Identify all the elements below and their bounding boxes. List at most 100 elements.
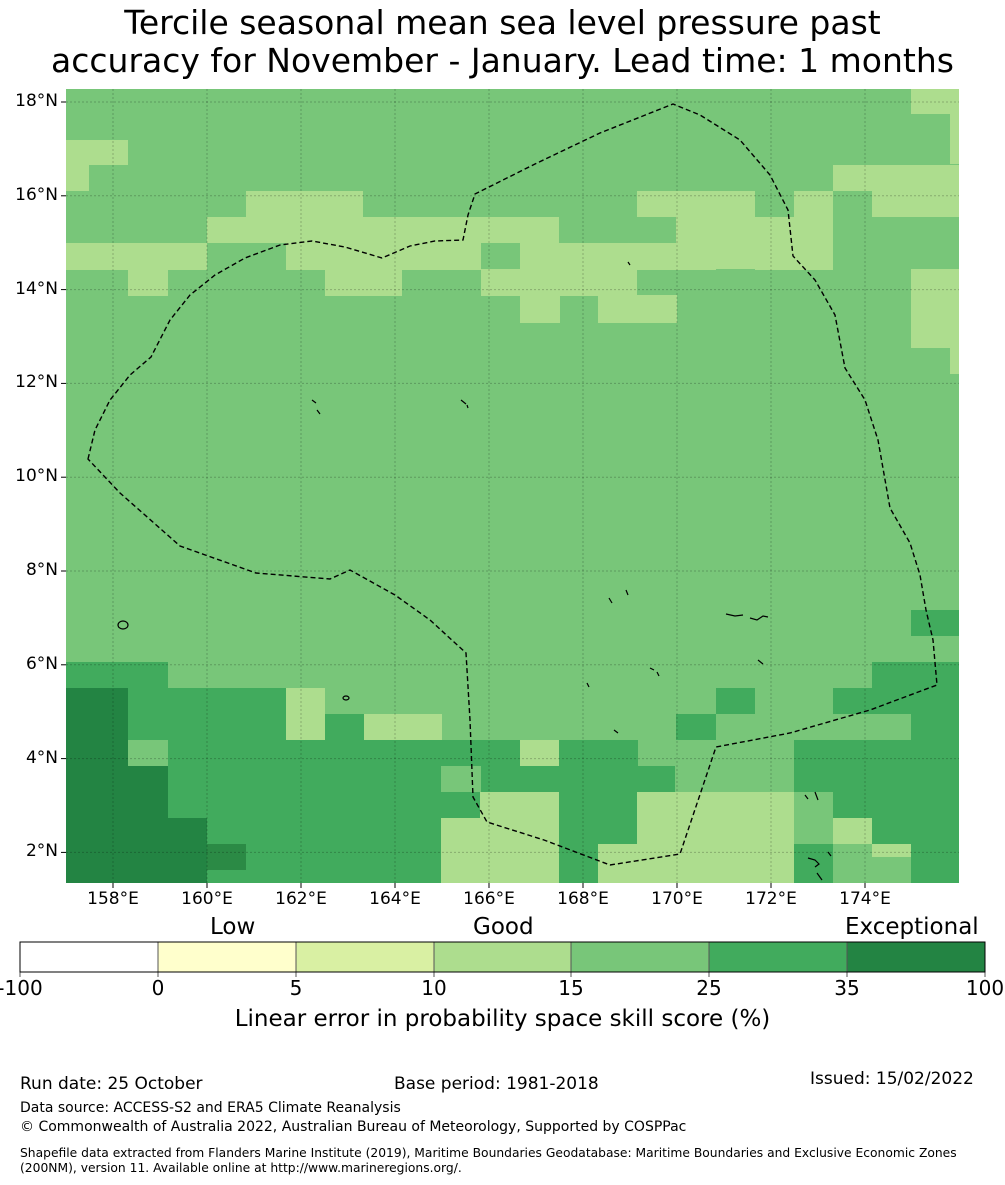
- colorbar-segment: [434, 942, 571, 972]
- skill-cell-light: [66, 140, 128, 165]
- skill-cell-exceptional: [168, 818, 207, 883]
- skill-cell-light: [911, 89, 959, 114]
- lon-label: 172°E: [745, 889, 797, 909]
- skill-cell-dark: [325, 714, 364, 740]
- colorbar-tick-label: 25: [696, 976, 722, 1000]
- island-pohnpei: [117, 620, 129, 630]
- graticule: [66, 89, 959, 883]
- skill-cell-light: [950, 269, 959, 374]
- colorbar-tick-label: 5: [289, 976, 303, 1000]
- skill-cell-light: [520, 295, 560, 323]
- copyright: © Commonwealth of Australia 2022, Austra…: [20, 1119, 687, 1135]
- skill-cell-light: [598, 295, 677, 323]
- skill-cell-light: [286, 217, 559, 243]
- skill-cell-light: [286, 243, 481, 270]
- skill-cell-dark: [168, 766, 441, 818]
- data-source: Data source: ACCESS-S2 and ERA5 Climate …: [20, 1100, 401, 1116]
- colorbar: [19, 941, 986, 977]
- lat-label: 8°N: [25, 560, 58, 580]
- colorbar-tick-label: 100: [965, 976, 1005, 1000]
- eez-boundary: [87, 103, 938, 866]
- skill-cell-dark: [911, 844, 959, 883]
- skill-cell-light: [66, 165, 89, 191]
- skill-cell-light: [637, 191, 755, 217]
- skill-cell-light: [872, 191, 959, 217]
- skill-cell-light: [520, 243, 716, 270]
- colorbar-segment: [571, 942, 709, 972]
- colorbar-segment: [158, 942, 296, 972]
- colorbar-tick-label: -100: [0, 976, 43, 1000]
- map-title-line-2: accuracy for November - January. Lead ti…: [51, 41, 954, 80]
- island-atoll-d: [804, 791, 832, 857]
- skill-cell-dark: [872, 662, 959, 688]
- colorbar-label-exceptional: Exceptional: [845, 914, 979, 940]
- lon-label: 174°E: [839, 889, 891, 909]
- skill-cell-light: [480, 792, 559, 818]
- lat-label: 10°N: [15, 466, 58, 487]
- skill-cell-light: [520, 740, 559, 767]
- skill-cell-light: [66, 243, 207, 270]
- lat-label: 12°N: [15, 372, 58, 393]
- skill-cell-light: [794, 191, 833, 217]
- axis-ticks: [61, 101, 866, 888]
- run-date: Run date: 25 October: [20, 1074, 203, 1094]
- skill-cell-light: [128, 269, 168, 296]
- lat-label: 18°N: [15, 91, 58, 111]
- map-title-line-1: Tercile seasonal mean sea level pressure…: [124, 3, 881, 42]
- skill-cell-light: [481, 269, 637, 296]
- skill-cell-light: [950, 114, 959, 164]
- skill-cell-dark: [559, 740, 638, 766]
- skill-cell-light: [872, 844, 911, 857]
- issued-date: Issued: 15/02/2022: [810, 1069, 974, 1089]
- island-atoll-c: [311, 399, 469, 415]
- lon-label: 162°E: [275, 889, 327, 909]
- island-atoll-b: [613, 667, 660, 734]
- lat-label: 2°N: [25, 841, 58, 862]
- islands: [117, 261, 832, 881]
- skill-cell-dark: [441, 740, 520, 766]
- island-majuro: [807, 857, 823, 881]
- island-atoll-a: [608, 589, 629, 604]
- skill-cell-dark: [66, 662, 168, 688]
- skill-cell-exceptional: [128, 766, 168, 883]
- skill-cell-light: [755, 217, 833, 270]
- skill-cell-dark: [559, 844, 598, 883]
- lon-label: 160°E: [181, 889, 233, 909]
- skill-cell-light: [246, 191, 363, 217]
- skill-cell-dark: [911, 714, 959, 740]
- skill-cell-dark: [833, 792, 959, 818]
- colorbar-segment: [20, 942, 158, 972]
- skill-cell-light: [286, 688, 325, 740]
- skill-cell-light: [364, 714, 442, 740]
- shapefile-credit: Shapefile data extracted from Flanders M…: [20, 1146, 957, 1175]
- skill-cell-dark: [872, 818, 959, 844]
- island-atoll-e: [586, 261, 764, 688]
- lat-label: 6°N: [25, 653, 58, 674]
- skill-cell-light: [325, 269, 402, 296]
- colorbar-tick-label: 15: [558, 976, 584, 1000]
- lon-label: 170°E: [651, 889, 703, 909]
- colorbar-tick-label: 10: [421, 976, 447, 1000]
- lon-label: 166°E: [463, 889, 515, 909]
- colorbar-segment: [709, 942, 847, 972]
- colorbar-frame: [19, 941, 986, 973]
- skill-cell-dark: [441, 792, 480, 818]
- skill-cell-dark: [481, 766, 675, 792]
- lon-label: 164°E: [369, 889, 421, 909]
- colorbar-tick-label: 0: [151, 976, 165, 1000]
- skill-cell-light: [911, 269, 950, 348]
- skill-cell-light: [207, 217, 286, 243]
- island-kwajalein: [725, 613, 769, 621]
- colorbar-segment: [296, 942, 434, 972]
- skill-cell-dark: [716, 688, 755, 714]
- colorbar-label-good: Good: [473, 914, 534, 940]
- colorbar-tick-label: 35: [834, 976, 860, 1000]
- island-kosrae: [342, 695, 350, 701]
- colorbar-label-low: Low: [210, 914, 256, 940]
- colorbar-segment: [847, 942, 985, 972]
- skill-cell-exceptional: [66, 688, 128, 883]
- base-period: Base period: 1981-2018: [394, 1074, 599, 1094]
- skill-cell-dark: [676, 714, 716, 740]
- skill-cell-dark: [794, 870, 833, 883]
